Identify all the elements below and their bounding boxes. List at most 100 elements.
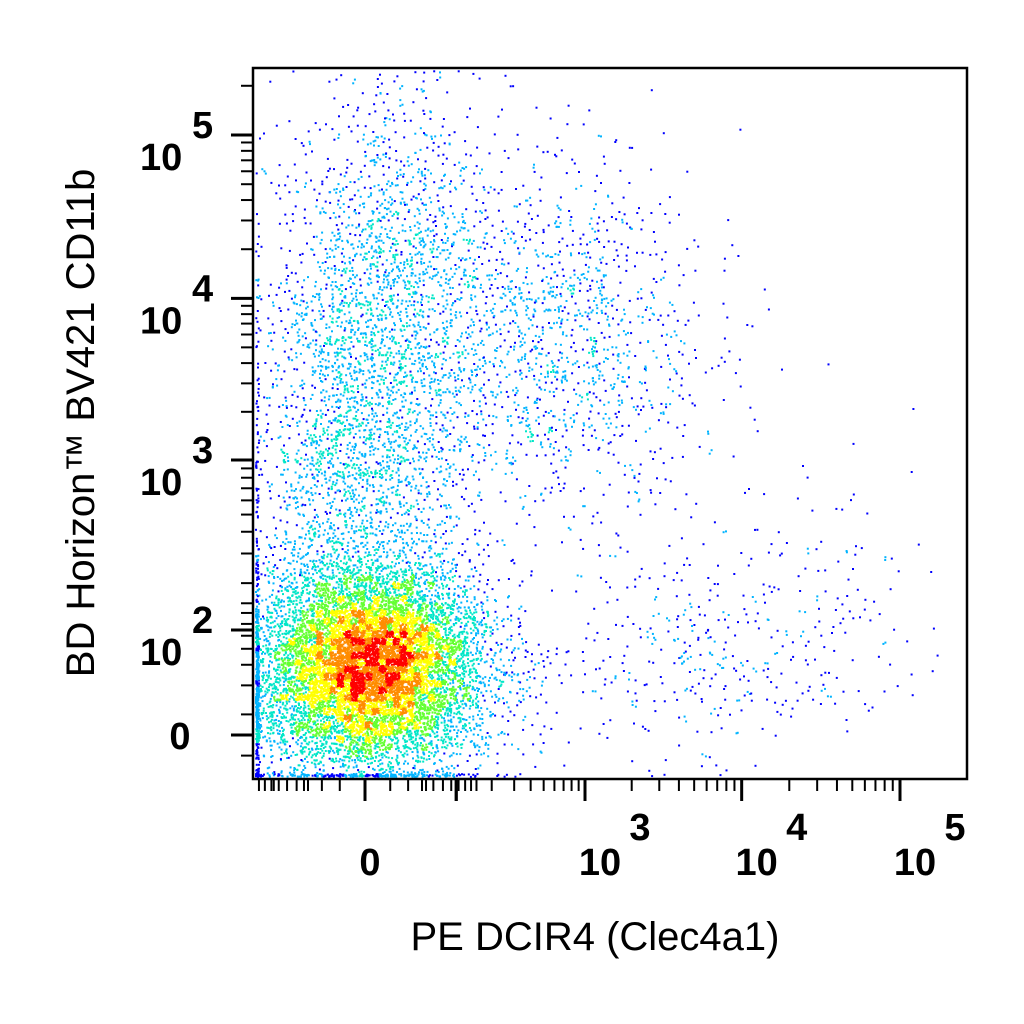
event-dot bbox=[408, 720, 410, 723]
event-dot bbox=[315, 615, 318, 618]
event-dot bbox=[297, 655, 300, 658]
event-dot bbox=[408, 583, 411, 586]
event-dot bbox=[387, 575, 390, 578]
event-dot bbox=[435, 579, 438, 582]
event-dot bbox=[383, 771, 386, 774]
event-dot bbox=[392, 719, 395, 722]
event-dot bbox=[423, 534, 426, 536]
event-dot bbox=[473, 585, 476, 588]
event-dot bbox=[337, 553, 340, 556]
event-dot bbox=[352, 594, 355, 597]
event-dot bbox=[464, 609, 467, 612]
event-dot bbox=[417, 577, 420, 580]
event-dot bbox=[389, 578, 392, 581]
event-dot bbox=[446, 707, 449, 710]
event-dot bbox=[519, 624, 522, 627]
event-dot bbox=[362, 720, 365, 723]
event-dot bbox=[425, 661, 428, 664]
event-dot bbox=[335, 565, 338, 568]
event-dot bbox=[302, 614, 305, 617]
event-dot bbox=[474, 528, 477, 531]
event-dot bbox=[476, 696, 478, 698]
event-dot bbox=[315, 678, 318, 681]
event-dot bbox=[267, 653, 270, 656]
event-dot bbox=[275, 704, 278, 707]
event-dot bbox=[427, 637, 430, 640]
event-dot bbox=[320, 572, 323, 575]
event-dot bbox=[426, 746, 429, 749]
event-dot bbox=[266, 620, 269, 623]
event-dot bbox=[438, 682, 441, 685]
event-dot bbox=[397, 554, 400, 557]
event-dot bbox=[453, 592, 456, 595]
event-dot bbox=[373, 671, 376, 674]
event-dot bbox=[268, 642, 271, 645]
event-dot bbox=[381, 725, 384, 728]
event-dot bbox=[500, 683, 503, 686]
event-dot bbox=[424, 692, 427, 695]
event-dot bbox=[377, 565, 380, 568]
event-dot bbox=[459, 666, 462, 669]
event-dot bbox=[503, 671, 506, 674]
event-dot bbox=[355, 765, 358, 768]
event-dot bbox=[274, 688, 277, 691]
event-dot bbox=[443, 679, 446, 682]
event-dot bbox=[412, 747, 415, 750]
event-dot bbox=[457, 594, 460, 597]
event-dot bbox=[329, 687, 332, 690]
event-dot bbox=[434, 683, 437, 686]
event-dot bbox=[449, 605, 452, 608]
event-dot bbox=[388, 572, 391, 575]
event-dot bbox=[371, 604, 374, 607]
event-dot bbox=[442, 604, 445, 607]
event-dot bbox=[440, 691, 443, 694]
event-dot bbox=[282, 690, 285, 693]
event-dot bbox=[311, 679, 314, 682]
event-dot bbox=[336, 682, 339, 685]
event-dot bbox=[428, 660, 430, 663]
event-dot bbox=[477, 630, 480, 633]
event-dot bbox=[441, 602, 443, 605]
event-dot bbox=[433, 732, 436, 735]
event-dot bbox=[447, 675, 450, 678]
event-dot bbox=[416, 659, 418, 662]
event-dot bbox=[304, 669, 307, 671]
event-dot bbox=[282, 663, 285, 666]
event-dot bbox=[454, 651, 457, 654]
event-dot bbox=[462, 724, 464, 727]
event-dot bbox=[326, 629, 329, 632]
event-dot bbox=[343, 557, 346, 560]
event-dot bbox=[408, 640, 411, 643]
event-dot bbox=[423, 643, 426, 646]
event-dot bbox=[363, 556, 366, 559]
event-dot bbox=[449, 619, 452, 622]
event-dot bbox=[278, 606, 281, 609]
event-dot bbox=[317, 723, 319, 726]
event-dot bbox=[356, 756, 359, 759]
event-dot bbox=[391, 602, 394, 605]
event-dot bbox=[499, 684, 502, 687]
event-dot bbox=[370, 736, 373, 739]
event-dot bbox=[316, 731, 319, 734]
event-dot bbox=[269, 545, 272, 548]
event-dot bbox=[317, 615, 319, 618]
event-dot bbox=[436, 627, 438, 630]
event-dot bbox=[411, 665, 414, 668]
event-dot bbox=[378, 648, 381, 651]
event-dot bbox=[468, 670, 471, 673]
event-dot bbox=[343, 568, 346, 571]
event-dot bbox=[394, 672, 397, 675]
event-dot bbox=[401, 709, 404, 712]
event-dot bbox=[308, 690, 311, 693]
event-dot bbox=[266, 649, 269, 652]
event-dot bbox=[425, 658, 428, 660]
event-dot bbox=[410, 586, 413, 589]
event-dot bbox=[387, 597, 390, 600]
event-dot bbox=[444, 612, 447, 614]
event-dot bbox=[310, 673, 313, 675]
event-dot bbox=[386, 554, 389, 557]
event-dot bbox=[461, 680, 464, 683]
event-dot bbox=[284, 548, 287, 550]
event-dot bbox=[477, 663, 480, 665]
event-dot bbox=[427, 694, 430, 697]
